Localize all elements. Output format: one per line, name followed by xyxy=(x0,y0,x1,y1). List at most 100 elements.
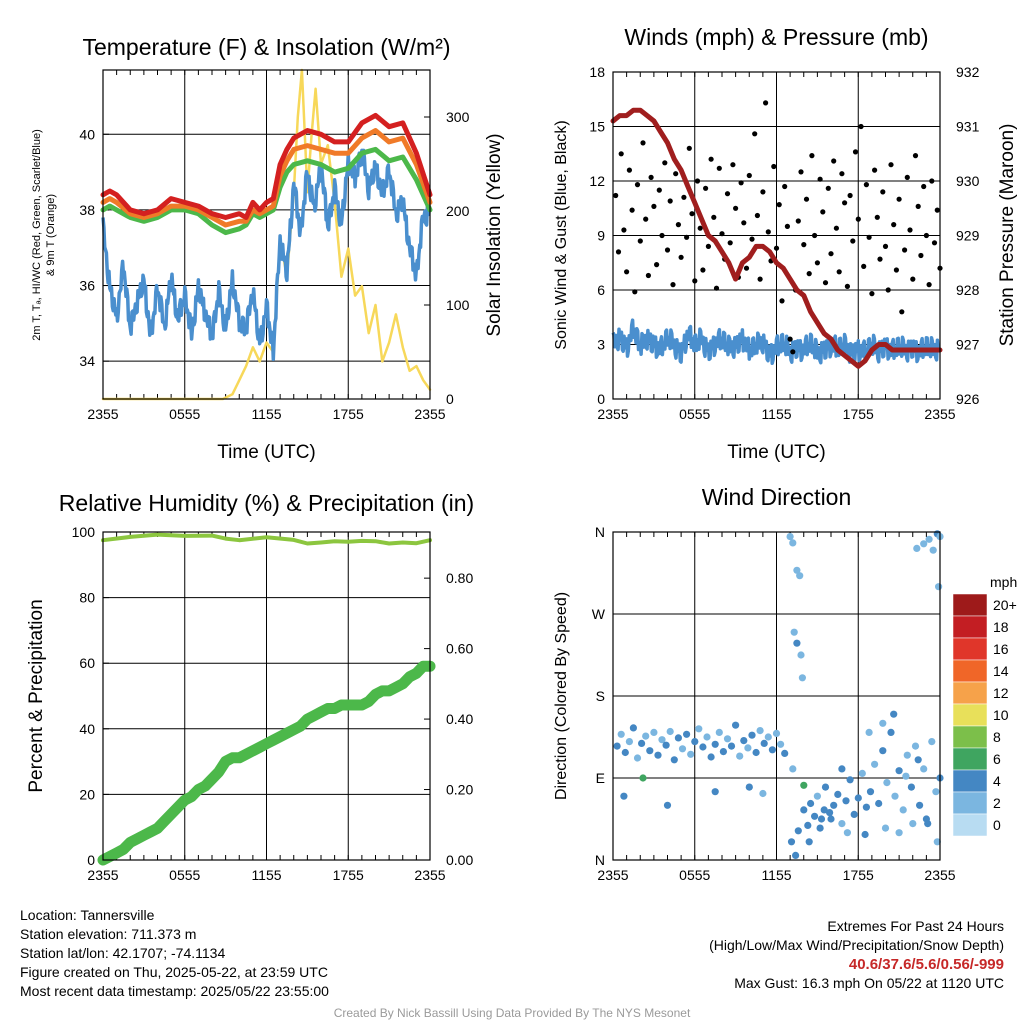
gust-point xyxy=(681,194,687,200)
gust-point xyxy=(899,309,905,315)
humidity-xtick-label: 0555 xyxy=(169,867,200,883)
direction-point xyxy=(858,769,866,778)
winds-xlabel: Time (UTC) xyxy=(727,442,826,463)
colorbar-swatch xyxy=(952,615,988,639)
direction-point xyxy=(879,747,887,755)
direction-point xyxy=(723,735,732,743)
winds-left-ytick-label: 3 xyxy=(597,337,605,353)
credit-line: Created By Nick Bassill Using Data Provi… xyxy=(333,1006,691,1020)
gust-point xyxy=(912,153,919,159)
gust-point xyxy=(814,260,821,266)
direction-point xyxy=(811,812,819,820)
gust-point xyxy=(896,196,902,202)
direction-point xyxy=(830,801,838,809)
direction-point xyxy=(781,749,789,758)
gust-point xyxy=(893,267,900,273)
direction-point xyxy=(903,751,911,759)
extremes-subtitle: (High/Low/Max Wind/Precipitation/Snow De… xyxy=(709,937,1004,953)
direction-left-ytick-label: N xyxy=(595,852,605,868)
direction-point xyxy=(899,806,907,814)
direction-point xyxy=(777,740,785,748)
gust-point xyxy=(703,185,709,191)
gust-point xyxy=(760,189,766,195)
gust-point xyxy=(675,222,682,228)
gust-point xyxy=(798,169,804,175)
gust-point xyxy=(618,151,624,157)
direction-point xyxy=(745,783,753,791)
winds-y2label: Station Pressure (Maroon) xyxy=(997,124,1018,347)
winds-left-ytick-label: 6 xyxy=(597,282,605,298)
gust-point xyxy=(872,167,878,173)
direction-point xyxy=(861,830,869,839)
humidity-panel: Relative Humidity (%) & Precipitation (i… xyxy=(26,490,474,883)
direction-point xyxy=(760,739,768,748)
direction-point xyxy=(793,639,801,647)
direction-point xyxy=(786,533,794,541)
colorbar-swatch xyxy=(952,659,988,683)
direction-point xyxy=(800,806,808,814)
direction-point xyxy=(922,815,931,823)
gust-point xyxy=(929,178,935,184)
colorbar-label: 16 xyxy=(993,641,1009,657)
colorbar-swatch xyxy=(952,769,988,793)
direction-point xyxy=(935,583,943,591)
winds-panel: Winds (mph) & Pressure (mb) 2355 0555 1155 1… xyxy=(553,24,1018,463)
gust-point xyxy=(771,163,777,170)
direction-point xyxy=(663,801,672,809)
temperature-xtick-label: 2355 xyxy=(414,406,445,422)
gust-point xyxy=(858,123,864,130)
colorbar-swatch xyxy=(952,681,988,705)
gust-point xyxy=(831,158,837,164)
direction-point xyxy=(789,765,797,773)
colorbar-label: 2 xyxy=(993,795,1001,811)
gust-point xyxy=(659,232,665,239)
gust-point xyxy=(694,178,701,184)
humidity-title: Relative Humidity (%) & Precipitation (i… xyxy=(59,490,474,516)
temperature-left-ytick-label: 38 xyxy=(79,202,95,218)
gust-point xyxy=(923,232,930,239)
direction-point xyxy=(862,803,871,811)
direction-point xyxy=(707,753,715,761)
station-latlon: Station lat/lon: 42.1707; -74.1134 xyxy=(20,945,226,961)
direction-xtick-label: 2355 xyxy=(597,867,628,883)
temperature-xtick-label: 1155 xyxy=(251,406,281,422)
direction-point xyxy=(646,747,654,755)
direction-point xyxy=(805,838,813,846)
humidity-right-ytick-label: 0.40 xyxy=(446,711,473,727)
gust-point xyxy=(664,247,671,253)
humidity-ylabel: Percent & Precipitation xyxy=(26,599,47,792)
gust-point xyxy=(727,240,733,246)
direction-point xyxy=(793,566,801,574)
direction-point xyxy=(787,838,796,846)
direction-point xyxy=(887,728,895,737)
direction-point xyxy=(727,742,736,750)
direction-point xyxy=(768,746,777,754)
direction-point xyxy=(813,792,822,800)
precipitation-line xyxy=(97,660,436,866)
winds-right-ytick-label: 929 xyxy=(956,228,980,244)
direction-point xyxy=(820,806,828,814)
gust-point xyxy=(776,202,782,208)
gust-point xyxy=(765,229,771,235)
direction-point xyxy=(902,772,910,780)
gust-point xyxy=(820,209,826,215)
gust-point xyxy=(861,263,867,269)
gust-point xyxy=(705,243,712,249)
temperature-xtick-label: 1755 xyxy=(333,406,364,422)
direction-point xyxy=(817,815,826,823)
gust-point xyxy=(743,265,750,271)
gust-point xyxy=(733,205,739,211)
winds-right-ytick-label: 928 xyxy=(956,282,980,298)
direction-point xyxy=(842,797,850,805)
gust-point xyxy=(632,289,638,295)
gust-point xyxy=(708,156,714,162)
gust-point xyxy=(700,267,706,273)
gust-point xyxy=(716,165,722,171)
temperature-left-ytick-label: 40 xyxy=(79,126,95,142)
gust-point xyxy=(891,222,897,228)
humidity-xtick-label: 1155 xyxy=(251,867,281,883)
winds-frame xyxy=(612,71,941,400)
gust-point xyxy=(880,189,886,195)
direction-left-ytick-label: N xyxy=(595,524,605,540)
